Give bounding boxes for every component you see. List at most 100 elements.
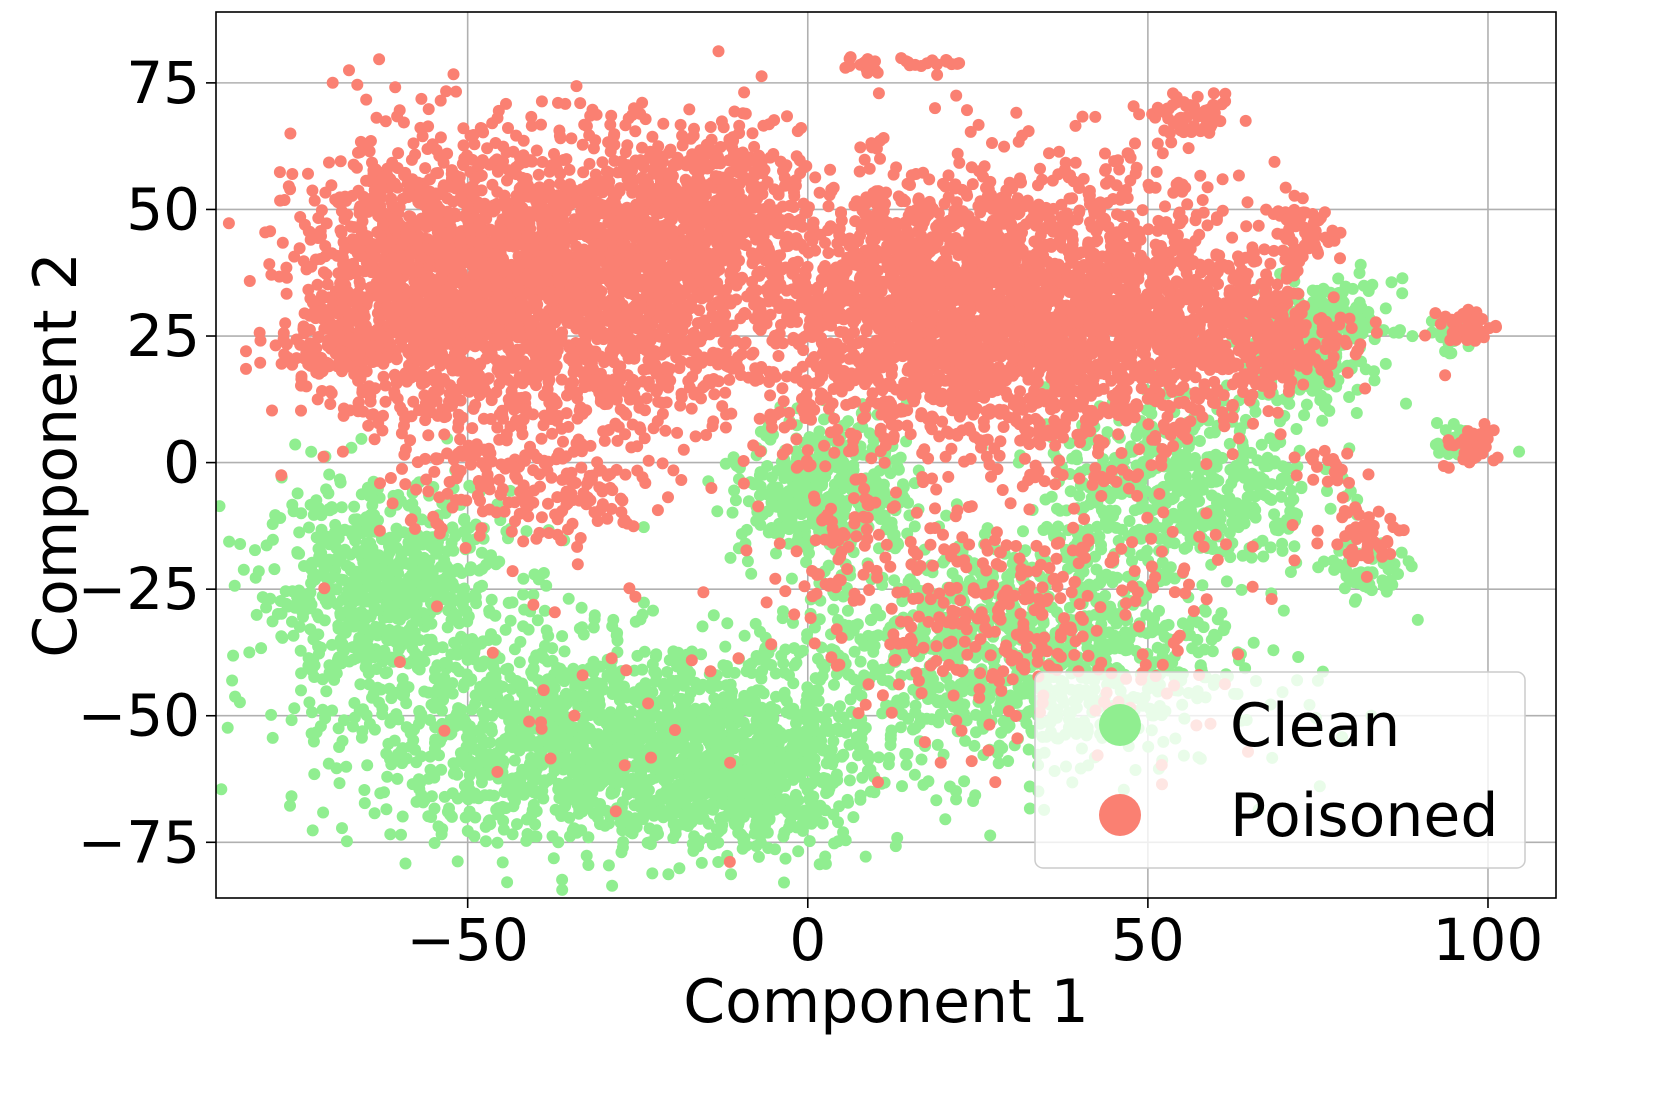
point — [513, 656, 526, 669]
point — [390, 541, 403, 554]
point — [1215, 607, 1228, 619]
point — [527, 663, 540, 676]
point — [387, 754, 400, 767]
point — [606, 879, 619, 892]
point — [358, 784, 371, 796]
point — [785, 801, 798, 814]
point — [721, 617, 734, 630]
point — [508, 702, 520, 715]
point — [425, 617, 438, 630]
point — [828, 491, 841, 504]
point — [841, 793, 854, 806]
point — [607, 906, 619, 918]
point — [984, 829, 997, 842]
point — [310, 726, 323, 739]
point — [827, 603, 840, 616]
point — [473, 724, 486, 736]
point — [726, 506, 739, 519]
point — [333, 777, 346, 790]
point — [260, 539, 273, 552]
point — [1268, 508, 1281, 521]
point — [330, 667, 343, 680]
point — [497, 814, 510, 827]
point — [334, 638, 346, 651]
point — [1023, 679, 1036, 692]
point — [408, 626, 421, 639]
point — [1217, 624, 1230, 637]
point — [1203, 426, 1216, 439]
point — [347, 720, 359, 733]
point — [389, 559, 402, 572]
point — [332, 651, 345, 664]
point — [979, 708, 992, 720]
point — [1140, 608, 1153, 621]
point — [291, 487, 304, 500]
point — [738, 629, 751, 642]
point — [1368, 374, 1381, 387]
point — [428, 771, 441, 784]
point — [391, 772, 404, 785]
point — [305, 445, 318, 458]
point — [1241, 491, 1254, 504]
point — [635, 708, 648, 721]
point — [481, 696, 493, 709]
point — [759, 655, 772, 668]
point — [536, 758, 549, 771]
point — [301, 601, 314, 614]
point — [407, 607, 420, 620]
point — [250, 608, 263, 621]
point — [754, 625, 766, 638]
point — [820, 757, 833, 770]
point — [502, 774, 515, 787]
point — [1156, 556, 1169, 569]
point — [1350, 407, 1363, 419]
point — [451, 648, 464, 661]
point — [605, 787, 618, 800]
point — [221, 721, 234, 734]
point — [228, 579, 241, 592]
point — [629, 615, 642, 628]
point — [728, 484, 741, 497]
point — [376, 562, 389, 575]
point — [380, 803, 393, 816]
point — [1348, 595, 1361, 608]
point — [287, 629, 300, 642]
point — [707, 609, 720, 622]
point — [816, 670, 829, 683]
point — [354, 589, 367, 602]
point — [754, 684, 767, 697]
point — [823, 705, 836, 718]
point — [724, 551, 737, 564]
point — [497, 823, 510, 836]
point — [1379, 302, 1392, 315]
point — [741, 555, 754, 568]
point — [508, 754, 521, 767]
point — [517, 572, 530, 585]
point — [682, 820, 695, 832]
point — [883, 752, 896, 764]
point — [649, 794, 662, 807]
point — [611, 627, 624, 639]
point — [1405, 560, 1418, 573]
point — [698, 758, 711, 771]
point — [1312, 561, 1325, 574]
point — [637, 596, 650, 609]
point — [854, 789, 867, 802]
point — [509, 795, 521, 808]
point — [1017, 525, 1029, 538]
point — [968, 739, 981, 752]
point — [357, 556, 370, 569]
point — [752, 850, 765, 863]
point — [306, 706, 318, 719]
point — [418, 578, 431, 591]
point — [216, 500, 226, 513]
point — [559, 672, 572, 685]
point — [461, 653, 474, 666]
point — [1205, 489, 1218, 502]
point — [233, 696, 246, 709]
point — [340, 835, 353, 848]
point — [779, 852, 792, 865]
point — [1023, 802, 1036, 815]
point — [266, 615, 279, 628]
point — [769, 667, 782, 680]
